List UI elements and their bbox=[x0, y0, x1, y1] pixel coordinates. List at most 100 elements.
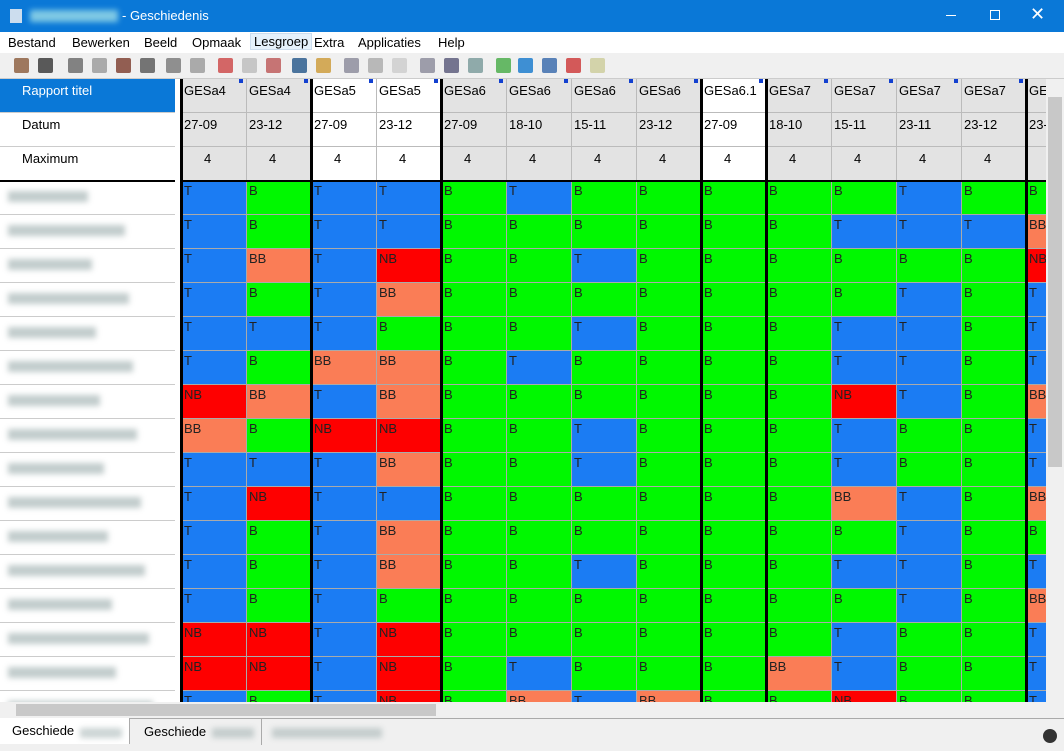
grade-cell[interactable]: BB bbox=[507, 691, 572, 702]
grade-cell[interactable]: BB bbox=[247, 385, 312, 419]
grade-cell[interactable]: B bbox=[962, 283, 1027, 317]
toolbar-button[interactable] bbox=[68, 58, 83, 73]
grade-cell[interactable]: BB bbox=[767, 657, 832, 691]
grade-cell[interactable]: B bbox=[702, 487, 767, 521]
grade-cell[interactable]: B bbox=[637, 215, 702, 249]
grade-cell[interactable]: B bbox=[572, 487, 637, 521]
column-header[interactable]: GESa7 bbox=[962, 79, 1027, 113]
grade-cell[interactable]: B bbox=[1027, 181, 1046, 215]
grade-cell[interactable]: T bbox=[507, 351, 572, 385]
toolbar-button[interactable] bbox=[566, 58, 581, 73]
grade-cell[interactable]: T bbox=[182, 555, 247, 589]
grade-cell[interactable]: B bbox=[1027, 521, 1046, 555]
grade-cell[interactable]: B bbox=[767, 589, 832, 623]
toolbar-button[interactable] bbox=[218, 58, 233, 73]
grade-cell[interactable]: T bbox=[247, 453, 312, 487]
column-header[interactable]: GESa7 bbox=[767, 79, 832, 113]
column-header[interactable]: GESa6 bbox=[442, 79, 507, 113]
grade-cell[interactable]: B bbox=[832, 589, 897, 623]
grade-cell[interactable]: B bbox=[637, 351, 702, 385]
grade-cell[interactable]: B bbox=[702, 521, 767, 555]
grade-cell[interactable]: B bbox=[572, 215, 637, 249]
grade-cell[interactable]: B bbox=[702, 249, 767, 283]
grade-cell[interactable]: T bbox=[832, 555, 897, 589]
grade-cell[interactable]: B bbox=[702, 623, 767, 657]
grade-cell[interactable]: B bbox=[897, 691, 962, 702]
grade-cell[interactable]: B bbox=[247, 351, 312, 385]
grade-cell[interactable]: B bbox=[247, 215, 312, 249]
grade-cell[interactable]: B bbox=[507, 555, 572, 589]
grade-cell[interactable]: B bbox=[767, 385, 832, 419]
grade-cell[interactable]: NB bbox=[247, 487, 312, 521]
grade-cell[interactable]: T bbox=[832, 419, 897, 453]
grade-cell[interactable]: B bbox=[702, 657, 767, 691]
grade-cell[interactable]: B bbox=[767, 623, 832, 657]
grade-cell[interactable]: T bbox=[572, 419, 637, 453]
grade-cell[interactable]: B bbox=[637, 555, 702, 589]
menu-item[interactable]: Opmaak bbox=[192, 35, 242, 50]
grade-cell[interactable]: B bbox=[832, 181, 897, 215]
grade-cell[interactable]: T bbox=[1027, 555, 1046, 589]
toolbar-button[interactable] bbox=[92, 58, 107, 73]
tab[interactable]: Geschiede bbox=[132, 719, 262, 745]
grade-cell[interactable]: B bbox=[247, 555, 312, 589]
grade-cell[interactable]: BB bbox=[377, 351, 442, 385]
grade-cell[interactable]: T bbox=[182, 215, 247, 249]
grade-cell[interactable]: B bbox=[442, 555, 507, 589]
grade-cell[interactable]: B bbox=[507, 521, 572, 555]
grade-cell[interactable]: T bbox=[572, 453, 637, 487]
maximize[interactable] bbox=[990, 10, 1000, 20]
column-header[interactable]: GESa7 bbox=[832, 79, 897, 113]
grade-cell[interactable]: BB bbox=[1027, 487, 1046, 521]
grade-cell[interactable]: T bbox=[247, 317, 312, 351]
grade-cell[interactable]: B bbox=[507, 249, 572, 283]
grade-cell[interactable]: T bbox=[182, 351, 247, 385]
grade-cell[interactable]: T bbox=[1027, 419, 1046, 453]
scroll-thumb[interactable] bbox=[16, 704, 436, 716]
grade-cell[interactable]: T bbox=[312, 317, 377, 351]
toolbar-button[interactable] bbox=[542, 58, 557, 73]
grade-cell[interactable]: B bbox=[637, 589, 702, 623]
grade-cell[interactable]: B bbox=[962, 419, 1027, 453]
grade-cell[interactable]: B bbox=[572, 385, 637, 419]
grade-cell[interactable]: B bbox=[637, 385, 702, 419]
toolbar-button[interactable] bbox=[266, 58, 281, 73]
grade-cell[interactable]: B bbox=[702, 181, 767, 215]
grade-cell[interactable]: T bbox=[832, 351, 897, 385]
grade-cell[interactable]: B bbox=[442, 691, 507, 702]
grade-cell[interactable]: B bbox=[962, 385, 1027, 419]
grade-cell[interactable]: B bbox=[962, 249, 1027, 283]
grade-cell[interactable]: B bbox=[442, 283, 507, 317]
grade-cell[interactable]: T bbox=[377, 181, 442, 215]
grade-cell[interactable]: NB bbox=[377, 249, 442, 283]
grade-cell[interactable]: T bbox=[377, 215, 442, 249]
grade-cell[interactable]: B bbox=[247, 283, 312, 317]
column-header[interactable]: GESa6 bbox=[637, 79, 702, 113]
grade-cell[interactable]: NB bbox=[247, 623, 312, 657]
grade-cell[interactable]: B bbox=[702, 215, 767, 249]
grade-cell[interactable]: B bbox=[637, 453, 702, 487]
grade-cell[interactable]: T bbox=[897, 351, 962, 385]
grade-cell[interactable]: B bbox=[637, 283, 702, 317]
grade-cell[interactable]: B bbox=[507, 419, 572, 453]
grade-cell[interactable]: NB bbox=[1027, 249, 1046, 283]
toolbar-button[interactable] bbox=[116, 58, 131, 73]
grade-cell[interactable]: BB bbox=[637, 691, 702, 702]
grade-cell[interactable]: T bbox=[572, 555, 637, 589]
grade-cell[interactable]: NB bbox=[377, 657, 442, 691]
grade-cell[interactable]: B bbox=[767, 215, 832, 249]
grade-cell[interactable]: B bbox=[767, 555, 832, 589]
toolbar-button[interactable] bbox=[140, 58, 155, 73]
grade-cell[interactable]: B bbox=[767, 249, 832, 283]
grade-cell[interactable]: B bbox=[377, 589, 442, 623]
grade-cell[interactable]: B bbox=[702, 419, 767, 453]
grade-cell[interactable]: T bbox=[1027, 453, 1046, 487]
grade-cell[interactable]: T bbox=[312, 589, 377, 623]
grade-cell[interactable]: B bbox=[962, 691, 1027, 702]
grade-cell[interactable]: B bbox=[442, 385, 507, 419]
grade-cell[interactable]: T bbox=[832, 317, 897, 351]
grade-cell[interactable]: B bbox=[897, 419, 962, 453]
grade-cell[interactable]: NB bbox=[377, 623, 442, 657]
grade-cell[interactable]: NB bbox=[182, 385, 247, 419]
menu-item[interactable]: Bewerken bbox=[72, 35, 130, 50]
